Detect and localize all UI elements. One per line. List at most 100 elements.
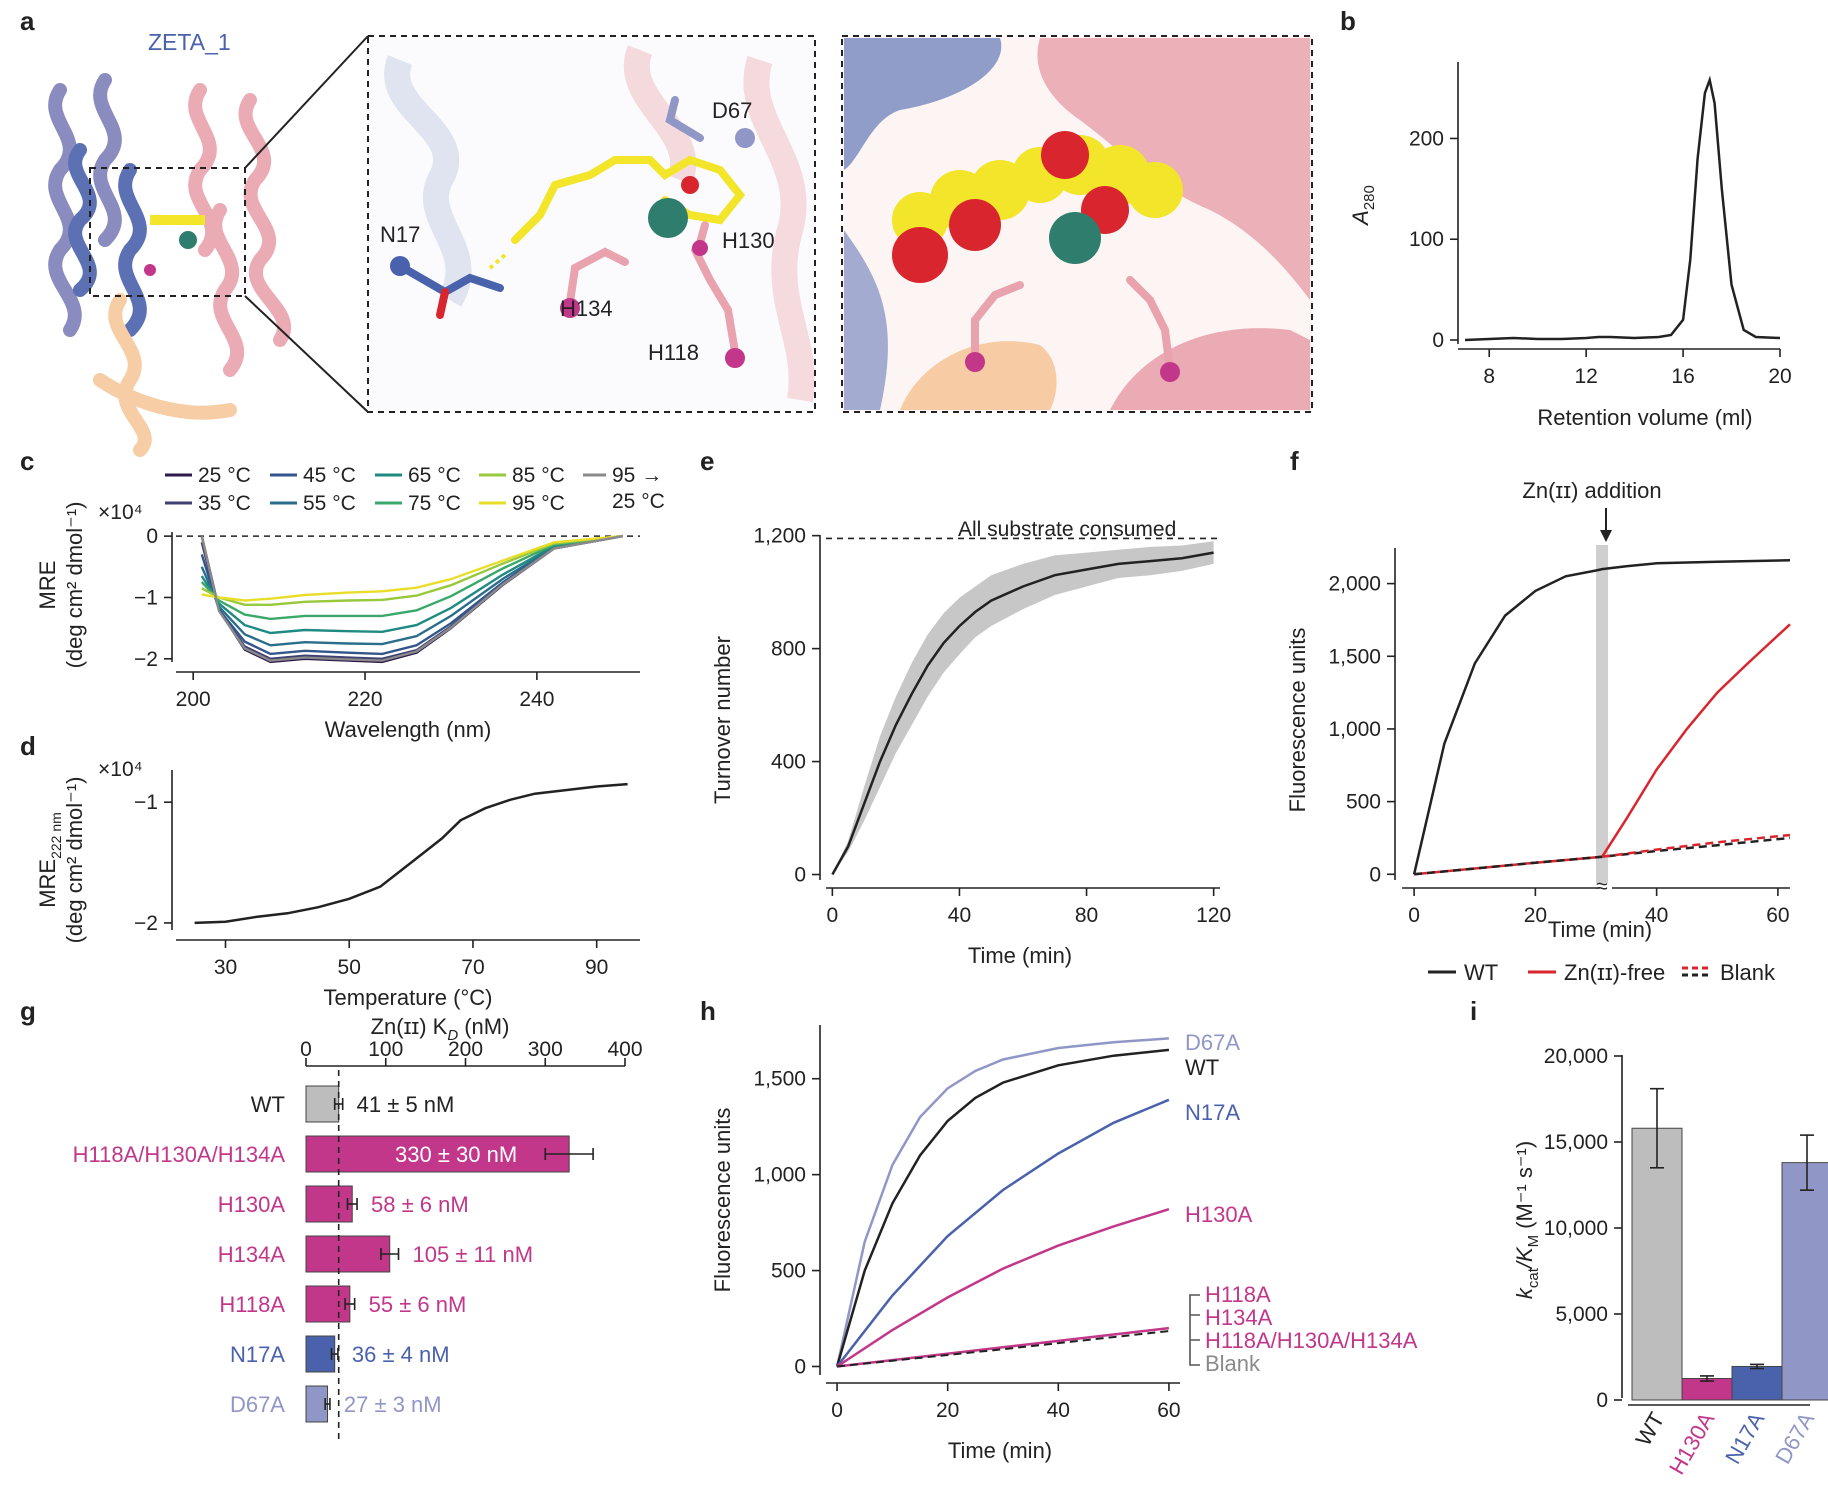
h-group-label-1: H134A — [1205, 1305, 1273, 1330]
surface-shapes — [844, 38, 1310, 410]
g-category-2: H130A — [218, 1192, 286, 1217]
h-group-label-2: H118A/H130A/H134A — [1205, 1328, 1418, 1353]
h130-ca — [692, 240, 708, 256]
kd-bar-chart: Zn(ɪɪ) KD (nM) 0 100 200 300 400 WT 41 ± 5 nM H1… — [73, 1014, 643, 1440]
residue-label-h130: H130 — [722, 228, 775, 253]
g-x-label-unit: (nM) — [464, 1014, 509, 1039]
g-category-5: N17A — [230, 1342, 285, 1367]
i-y-label: kcat/KM (M⁻¹ s⁻¹) — [1512, 1141, 1542, 1299]
e-error-band — [832, 541, 1214, 875]
legend-label-95: 95 °C — [512, 492, 565, 515]
g-category-6: D67A — [230, 1392, 285, 1417]
d-y-label: MRE222 nm — [35, 812, 64, 908]
h-series-label-1: WT — [1185, 1055, 1219, 1080]
f-series-3 — [1601, 833, 1791, 859]
h-series-2 — [836, 1098, 1170, 1368]
zinc-sphere — [648, 198, 688, 238]
legend-label-55: 55 °C — [303, 492, 356, 515]
d67-ca — [735, 128, 755, 148]
f-event-arrow-head — [1600, 530, 1612, 542]
f-event-bar — [1596, 545, 1609, 883]
g-value-label-2: 58 ± 6 nM — [371, 1192, 469, 1217]
h-ytick-label-2: 1,000 — [753, 1164, 806, 1187]
g-bar-5 — [305, 1335, 336, 1373]
legend-label-95-arrow: 95 → — [612, 464, 662, 487]
f-legend-blank: Blank — [1720, 960, 1776, 985]
histidine-ca — [144, 264, 156, 276]
g-value-label-6: 27 ± 3 nM — [344, 1392, 442, 1417]
f-xtick-label-1: 20 — [1524, 904, 1547, 927]
panel-label-e: e — [700, 446, 714, 476]
f-ytick-label-0: 0 — [1369, 863, 1381, 886]
i-bar-2 — [1731, 1365, 1783, 1401]
g-x-label-sub: D — [447, 1027, 458, 1044]
e-ytick-label-0: 0 — [794, 864, 806, 887]
protein-name: ZETA_1 — [148, 29, 231, 55]
h-series-5 — [836, 1330, 1170, 1368]
n17-ca — [390, 256, 410, 276]
b-xtick-label-1: 12 — [1574, 365, 1597, 388]
e-trace — [831, 551, 1214, 876]
surface-h118-ca — [1160, 362, 1180, 382]
c-series-4 — [200, 534, 623, 635]
kcat-km-bar-chart: kcat/KM (M⁻¹ s⁻¹) 0 5,000 10,000 15,000 20,00… — [1512, 1045, 1828, 1479]
h-xtick-label-3: 60 — [1157, 1399, 1180, 1422]
f-x-label: Time (min) — [1548, 917, 1652, 942]
f-ytick-label-4: 2,000 — [1328, 573, 1381, 596]
oxygen-atom — [681, 176, 699, 194]
zoom-box — [89, 167, 246, 297]
g-x-label-main: Zn(ɪɪ) K — [371, 1014, 448, 1039]
c-legend: 25 °C 45 °C 65 °C 85 °C 95 → 25 °C 35 °C… — [165, 464, 665, 515]
g-bar-2 — [305, 1185, 353, 1223]
hbond — [488, 253, 507, 270]
c-ytick-label-1: −1 — [134, 586, 158, 609]
b-y-label: A280 — [1348, 185, 1378, 227]
h-xtick-label-0: 0 — [831, 1399, 843, 1422]
d-ytick-label-1: −2 — [134, 912, 158, 935]
b-xtick-label-2: 16 — [1671, 365, 1694, 388]
c-scale-note: ×10⁴ — [98, 501, 143, 524]
d-x-label: Temperature (°C) — [324, 985, 493, 1010]
h-series-3 — [836, 1208, 1170, 1368]
c-ytick-label-2: −2 — [134, 648, 158, 671]
c-series-7 — [201, 534, 623, 602]
c-series-5 — [200, 534, 623, 621]
h-series-0 — [835, 1037, 1169, 1367]
legend-label-75: 75 °C — [408, 492, 461, 515]
i-y-label-units: (M⁻¹ s⁻¹) — [1512, 1141, 1537, 1229]
mutant-kinetics-chart: Time (min) Fluorescence units 0 500 1,000 1… — [710, 1025, 1418, 1463]
g-category-0: WT — [251, 1092, 285, 1117]
f-axis-break: ≈ — [1596, 875, 1608, 898]
zinc-surface-sphere — [1049, 212, 1101, 264]
c-y-units: (deg cm² dmol⁻¹) — [62, 502, 87, 669]
h-group-bracket — [1189, 1294, 1200, 1366]
f-legend: WT Zn(ɪɪ)-free Blank — [1428, 960, 1776, 985]
cd-spectra-chart: ×10⁴ Wavelength (nm) MRE (deg cm² dmol⁻¹… — [35, 464, 665, 742]
e-xtick-label-3: 120 — [1196, 904, 1231, 927]
panel-label-i: i — [1470, 996, 1477, 1026]
sec-chart: Retention volume (ml) A280 0 100 200 8 12 16 2… — [1348, 62, 1792, 430]
legend-label-25-return: 25 °C — [612, 490, 665, 513]
g-bar-6 — [305, 1385, 329, 1423]
substrate-spheres — [892, 131, 1183, 283]
f-y-label: Fluorescence units — [1285, 628, 1310, 813]
f-legend-wt: WT — [1464, 960, 1498, 985]
c-series-6 — [201, 534, 623, 606]
g-xtick-label-4: 400 — [607, 1038, 642, 1061]
residue-label-h118: H118 — [648, 340, 699, 365]
legend-label-25: 25 °C — [198, 464, 251, 487]
f-event-label: Zn(ɪɪ) addition — [1522, 478, 1661, 503]
f-xtick-label-0: 0 — [1408, 904, 1420, 927]
c-x-label: Wavelength (nm) — [325, 717, 492, 742]
h-ytick-label-3: 1,500 — [753, 1068, 806, 1091]
b-trace — [1464, 75, 1781, 342]
e-ytick-label-3: 1,200 — [753, 525, 806, 548]
panel-label-c: c — [20, 446, 34, 476]
legend-label-35: 35 °C — [198, 492, 251, 515]
legend-label-65: 65 °C — [408, 464, 461, 487]
b-xtick-label-0: 8 — [1483, 365, 1495, 388]
i-y-label-main: k — [1512, 1287, 1537, 1299]
h-xtick-label-2: 40 — [1047, 1399, 1070, 1422]
g-category-4: H118A — [219, 1292, 285, 1317]
e-annotation: All substrate consumed — [958, 518, 1176, 541]
